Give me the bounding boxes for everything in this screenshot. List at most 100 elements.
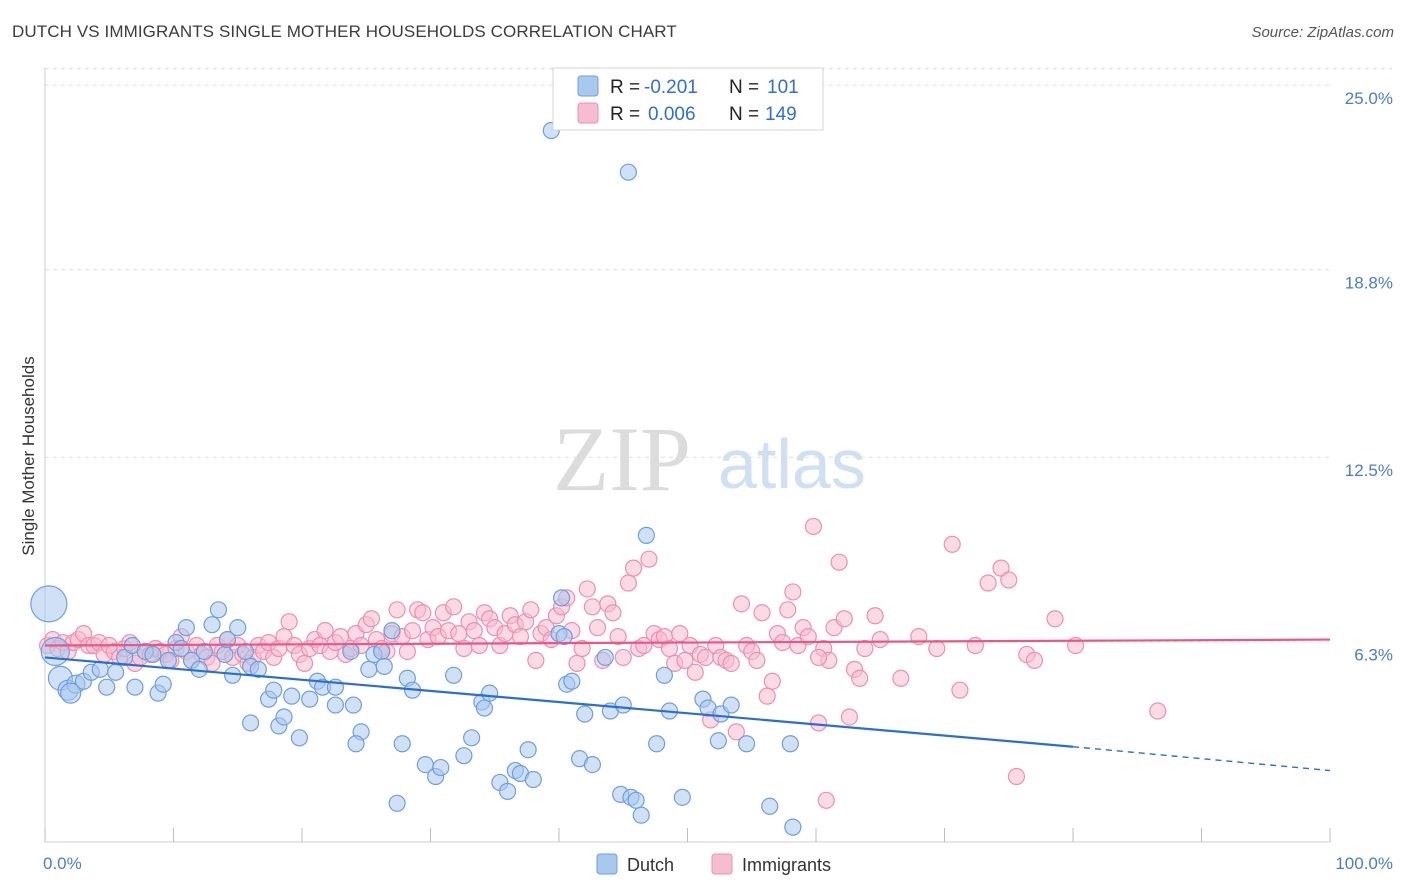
legend-n-value-immigrants: 149 [765,104,797,125]
immigrants-point [748,651,766,670]
immigrants-point [851,669,869,687]
bottom-legend-label-dutch: Dutch [627,855,674,875]
immigrants-point [1046,610,1064,628]
y-tick-label: 6.3% [1354,645,1393,664]
x-tick-label-min: 0.0% [43,854,82,873]
immigrants-point [295,654,314,672]
immigrants-point [527,651,545,670]
immigrants-point [758,687,776,705]
dutch-point [463,729,481,747]
dutch-point [445,666,463,684]
immigrants-point [573,639,591,658]
immigrants-point [414,604,432,622]
immigrants-point [979,574,997,592]
dutch-point [216,645,234,664]
dutch-point [393,735,411,753]
bottom-legend-swatch-dutch [596,853,618,875]
dutch-point [144,645,162,664]
dutch-point [236,642,255,661]
dutch-point [98,678,116,696]
dutch-point [40,636,70,667]
x-axis-ticks [44,828,1331,842]
immigrants-point [588,619,607,637]
immigrants-point [619,574,637,592]
dutch-point [301,690,319,708]
dutch-point [632,806,650,824]
dutch-point [30,585,68,623]
series-legend: Dutch Immigrants [596,853,831,875]
immigrants-point [804,517,823,536]
immigrants-point [403,622,422,640]
dutch-point [627,791,645,809]
immigrants-point [1000,571,1018,589]
legend-r-label-immigrants: R = [610,104,640,125]
immigrants-point [686,663,704,681]
dutch-point [60,682,82,704]
y-tick-labels: 6.3% 12.5% 18.8% 25.0% [1345,89,1393,665]
dutch-point [552,589,571,607]
dutch-point [524,770,542,789]
bottom-legend-label-immigrants: Immigrants [742,855,831,875]
dutch-point [195,642,213,661]
immigrants-point [928,639,946,658]
dutch-point [360,660,378,678]
dutch-point [242,714,260,732]
immigrants-point [640,550,658,568]
dutch-point [673,788,691,806]
dutch-point [265,681,283,699]
dutch-point [709,732,727,750]
gridlines [45,68,1392,643]
dutch-point [383,622,401,640]
immigrants-point [727,723,745,741]
y-tick-label: 25.0% [1345,89,1393,108]
dutch-point [432,758,450,777]
dutch-trend-extension [1072,746,1331,772]
dutch-point [347,735,365,753]
dutch-point [344,696,362,714]
dutch-point [475,699,494,717]
legend-r-value-immigrants: 0.006 [648,104,696,125]
legend-r-label-dutch: R = [610,77,640,98]
trend-lines [44,638,1331,772]
bottom-legend-swatch-immigrants [711,853,733,875]
immigrants-point [568,654,586,672]
immigrants-point [388,601,406,619]
dutch-point [342,642,360,661]
immigrants-point [856,639,874,658]
immigrants-point [722,654,740,672]
dutch-point [655,666,673,684]
chart-title: DUTCH VS IMMIGRANTS SINGLE MOTHER HOUSEH… [12,22,677,41]
immigrants-point [614,648,632,667]
immigrants-point [892,669,910,687]
dutch-point [126,678,144,696]
immigrants-point [522,601,540,619]
legend-swatch-dutch [577,75,599,97]
immigrants-point [871,630,889,649]
immigrants-point [763,672,781,690]
immigrants-point [830,553,848,571]
y-tick-label: 18.8% [1345,273,1393,292]
dutch-point [375,657,393,675]
dutch-point [761,797,779,815]
dutch-point [275,708,293,726]
immigrants-point [809,648,828,667]
y-tick-label: 12.5% [1345,461,1393,480]
immigrants-point [753,604,771,622]
y-axis-label: Single Mother Households [19,356,38,555]
immigrants-point [465,622,483,640]
immigrants-point [992,559,1010,577]
legend-r-value-dutch: -0.201 [644,77,698,98]
dutch-point [229,619,247,637]
dutch-point [614,696,632,714]
immigrants-point [635,636,653,655]
immigrants-point [1007,767,1026,786]
immigrants-point [511,627,530,646]
immigrants-point [398,642,416,661]
immigrants-point [951,681,969,699]
immigrants-point [445,598,463,616]
immigrants-point [280,613,298,631]
dutch-point [388,794,406,812]
legend-n-label-dutch: N = [729,77,759,98]
immigrants-point [817,791,835,809]
